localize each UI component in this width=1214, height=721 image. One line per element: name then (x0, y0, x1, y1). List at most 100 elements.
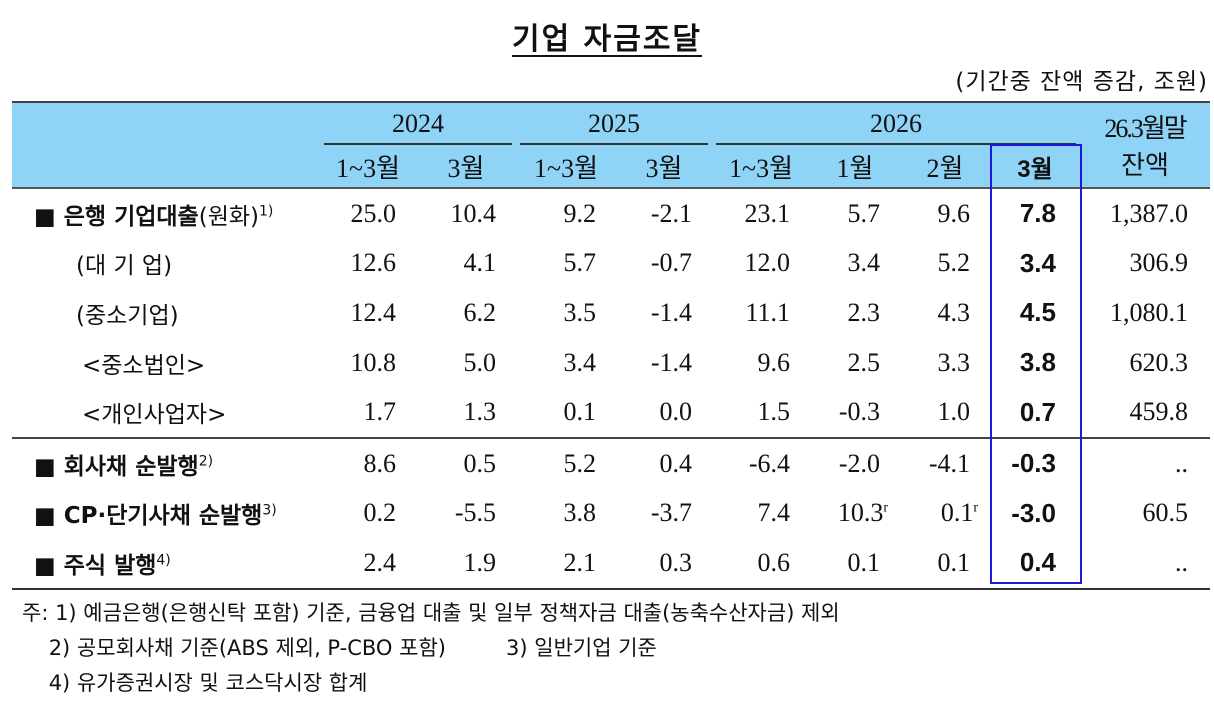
row-label: <개인사업자> (12, 387, 320, 438)
period-header: 1월 (810, 145, 900, 189)
value-text: -2.0 (838, 448, 880, 478)
value-cell: 7.4 (712, 489, 810, 539)
value-cell: 0.1 (516, 387, 616, 438)
table-row: <개인사업자> 1.7 1.3 0.1 0.0 1.5 -0.3 1.0 0.7 459.8 (12, 387, 1210, 438)
value-cell: 1.9 (416, 538, 516, 590)
value-cell: 9.6 (900, 188, 990, 239)
table-row: <중소법인> 10.8 5.0 3.4 -1.4 9.6 2.5 3.3 3.8 620.3 (12, 338, 1210, 388)
value-cell: 3.8 (990, 338, 1080, 388)
period-header: 1~3월 (516, 145, 616, 189)
value-text: 2.1 (563, 547, 597, 577)
value-text: 4.3 (937, 297, 971, 327)
value-cell: 10.8 (320, 338, 416, 388)
value-cell: 3.4 (990, 239, 1080, 289)
value-cell: 5.7 (516, 239, 616, 289)
value-text: 10.3 (837, 498, 884, 528)
value-text: 0.6 (757, 547, 791, 577)
value-cell: 0.1 (900, 538, 990, 590)
period-header: 1~3월 (320, 145, 416, 189)
revised-marker: r (973, 500, 978, 516)
value-cell: 5.2 (516, 436, 616, 489)
value-text: 2.3 (847, 297, 881, 327)
year-header: 2026 (712, 101, 1080, 146)
balance-cell: 306.9 (1129, 248, 1189, 278)
value-cell: -4.1 (900, 436, 990, 489)
row-label-text: ■ 회사채 순발행 (34, 453, 199, 480)
value-cell: 0.7 (990, 387, 1080, 438)
value-text: 0.1 (940, 498, 974, 528)
value-text: 7.4 (757, 498, 791, 528)
value-cell: 4.1 (416, 239, 516, 289)
value-cell: 0.1r (900, 489, 990, 539)
table-row: ■ 주식 발행4) 2.4 1.9 2.1 0.3 0.6 0.1 0.1 0.4.. (12, 538, 1210, 590)
value-text: -0.3 (838, 397, 880, 427)
value-cell: 10.3r (810, 489, 900, 539)
value-text: -4.1 (928, 448, 970, 478)
value-cell: 1.0 (900, 387, 990, 438)
row-label: (대 기 업) (12, 239, 320, 289)
value-text: 25.0 (350, 198, 397, 228)
balance-header-line2: 잔액 (1080, 145, 1210, 189)
footnote-ref: 2) (198, 453, 214, 470)
value-text: 12.6 (350, 248, 397, 278)
row-label-text: <중소법인> (82, 352, 206, 379)
value-cell: 4.3 (900, 288, 990, 338)
value-cell: 0.2 (320, 489, 416, 539)
balance-cell: 1,387.0 (1110, 198, 1188, 228)
value-cell: 0.3 (616, 538, 712, 590)
value-cell: 0.5 (416, 436, 516, 489)
value-cell: -2.1 (616, 188, 712, 239)
value-cell: 10.4 (416, 188, 516, 239)
balance-cell: .. (1080, 436, 1210, 489)
value-text: -3.7 (650, 498, 692, 528)
value-text: 7.8 (1019, 198, 1056, 229)
value-text: 0.1 (847, 547, 881, 577)
value-cell: 12.6 (320, 239, 416, 289)
value-cell: 12.0 (712, 239, 810, 289)
footnote: 2) 공모회사채 기준(ABS 제외, P-CBO 포함) 3) 일반기업 기준 (22, 636, 657, 660)
footnote-ref: 4) (156, 552, 171, 569)
period-header: 2월 (900, 145, 990, 189)
unit-label: (기간중 잔액 증감, 조원) (955, 69, 1208, 95)
value-cell: 0.1 (810, 538, 900, 590)
value-text: -0.3 (1011, 448, 1056, 479)
row-label-text: (대 기 업) (76, 253, 173, 280)
value-text: 0.2 (363, 498, 397, 528)
footnotes: 주: 1) 예금은행(은행신탁 포함) 기준, 금융업 대출 및 일부 정책자금… (22, 596, 840, 701)
revised-marker: r (883, 500, 888, 516)
row-label: ■ 회사채 순발행2) (12, 436, 320, 489)
value-cell: -1.4 (616, 338, 712, 388)
balance-header-line1: 26.3월말 (1080, 101, 1210, 145)
value-text: 9.6 (937, 198, 971, 228)
value-text: 3.4 (847, 248, 881, 278)
value-cell: 3.3 (900, 338, 990, 388)
value-cell: 3.5 (516, 288, 616, 338)
value-cell: -3.7 (616, 489, 712, 539)
value-cell: 3.8 (516, 489, 616, 539)
value-text: 9.6 (757, 347, 791, 377)
value-text: 5.7 (847, 198, 881, 228)
value-text: 4.1 (463, 248, 497, 278)
value-cell: 1.5 (712, 387, 810, 438)
value-text: -1.4 (650, 297, 692, 327)
value-cell: 2.3 (810, 288, 900, 338)
value-text: 0.0 (659, 397, 693, 427)
value-cell: 0.0 (616, 387, 712, 438)
page-title: 기업 자금조달 (511, 22, 703, 57)
period-header: 3월 (990, 145, 1080, 189)
value-text: 0.7 (1019, 396, 1056, 427)
value-cell: 12.4 (320, 288, 416, 338)
value-cell: 3.4 (810, 239, 900, 289)
value-text: 8.6 (363, 448, 397, 478)
value-cell: -5.5 (416, 489, 516, 539)
value-text: 9.2 (563, 198, 597, 228)
value-text: 5.7 (563, 248, 597, 278)
value-text: 0.4 (1019, 547, 1056, 578)
row-label-text: (중소기업) (76, 302, 179, 329)
value-cell: -0.3 (990, 436, 1080, 489)
value-text: 1.5 (757, 397, 791, 427)
row-label: (중소기업) (12, 288, 320, 338)
value-cell: 3.4 (516, 338, 616, 388)
value-text: 4.5 (1019, 297, 1056, 328)
value-cell: -1.4 (616, 288, 712, 338)
